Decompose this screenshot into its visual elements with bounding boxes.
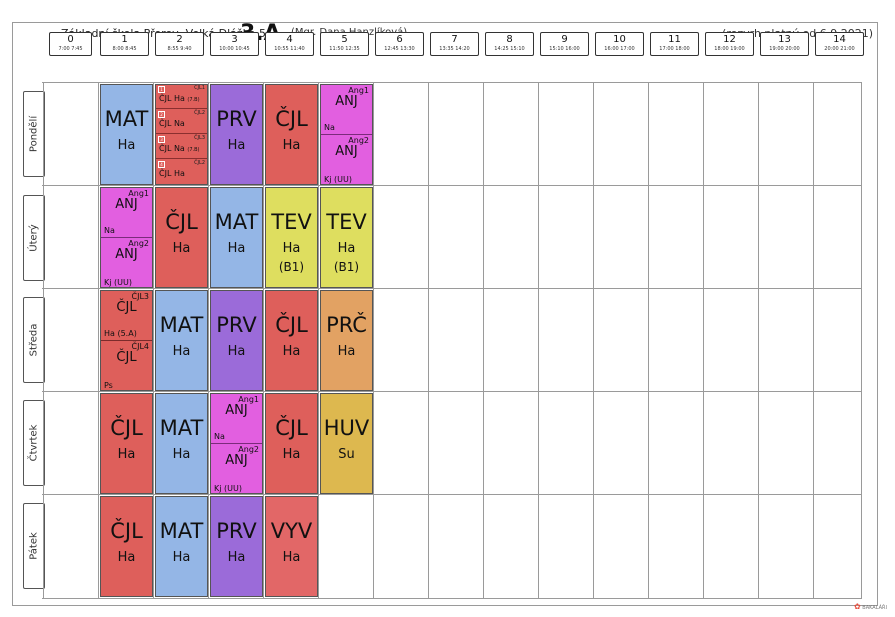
day-label-wednesday: Středa bbox=[23, 297, 45, 383]
period-header: 0 7:00 7:45 bbox=[49, 32, 92, 56]
teacher-label: Ha bbox=[172, 550, 191, 565]
period-header: 10 16:00 17:00 bbox=[595, 32, 644, 56]
subject-label: MAT bbox=[104, 107, 149, 131]
lesson-cell[interactable]: ČJL Ha bbox=[100, 393, 153, 494]
teacher-label: Su bbox=[338, 447, 355, 462]
period-header: 6 12:45 13:30 bbox=[375, 32, 424, 56]
subject-label: PRV bbox=[216, 519, 257, 543]
day-label-tuesday: Úterý bbox=[23, 195, 45, 281]
period-header: 9 15:10 16:00 bbox=[540, 32, 589, 56]
subject-label: VYV bbox=[270, 519, 313, 543]
day-label-friday: Pátek bbox=[23, 503, 45, 589]
teacher-label: Ha bbox=[227, 550, 246, 565]
lesson-subgroup[interactable]: ČJL3 ČJL Ha (5.A) bbox=[101, 291, 152, 341]
lesson-cell-split[interactable]: Ang1 ANJ Na Ang2 ANJ Kj (UU) bbox=[210, 393, 263, 494]
subject-label: MAT bbox=[159, 313, 204, 337]
lesson-subgroup[interactable]: 2 ČJL2 ČJL Na bbox=[156, 110, 207, 134]
lesson-cell[interactable]: MAT Ha bbox=[155, 496, 208, 597]
room-label: (B1) bbox=[333, 260, 360, 274]
subject-label: PRV bbox=[216, 313, 257, 337]
period-header: 4 10:55 11:40 bbox=[265, 32, 314, 56]
lesson-cell[interactable]: PRV Ha bbox=[210, 496, 263, 597]
day-label-monday: Pondělí bbox=[23, 91, 45, 177]
period-header: 13 19:00 20:00 bbox=[760, 32, 809, 56]
lesson-subgroup[interactable]: 1 ČJL1 ČJL Ha (7.B) bbox=[156, 85, 207, 109]
teacher-label: Ha bbox=[117, 550, 136, 565]
timetable-grid bbox=[42, 82, 862, 599]
period-header: 7 13:35 14:20 bbox=[430, 32, 479, 56]
period-header: 14 20:00 21:00 bbox=[815, 32, 864, 56]
lesson-cell[interactable]: ČJL Ha bbox=[155, 187, 208, 288]
subject-label: TEV bbox=[271, 210, 312, 234]
bakalari-logo: ✿ BAKALÁŘI bbox=[853, 602, 887, 611]
lesson-cell[interactable]: ČJL Ha bbox=[100, 496, 153, 597]
teacher-label: Ha bbox=[227, 241, 246, 256]
subject-label: ČJL bbox=[110, 519, 143, 543]
lesson-cell[interactable]: ČJL Ha bbox=[265, 290, 318, 391]
subject-label: ČJL bbox=[275, 416, 308, 440]
lesson-subgroup[interactable]: Ang2 ANJ Kj (UU) bbox=[104, 239, 149, 287]
teacher-label: Ha bbox=[227, 344, 246, 359]
lesson-subgroup[interactable]: Ang2 ANJ Kj (UU) bbox=[324, 136, 369, 184]
lesson-cell[interactable]: VYV Ha bbox=[265, 496, 318, 597]
lesson-cell-split[interactable]: 1 ČJL1 ČJL Ha (7.B) 2 ČJL2 ČJL Na 3 ČJL3 ČJ… bbox=[155, 84, 208, 185]
subject-label: PRČ bbox=[326, 313, 367, 337]
room-label: (B1) bbox=[278, 260, 305, 274]
lesson-cell[interactable]: HUV Su bbox=[320, 393, 373, 494]
subject-label: MAT bbox=[159, 519, 204, 543]
period-header: 1 8:00 8:45 bbox=[100, 32, 149, 56]
period-header: 12 18:00 19:00 bbox=[705, 32, 754, 56]
teacher-label: Ha bbox=[282, 447, 301, 462]
subject-label: ČJL bbox=[165, 210, 198, 234]
period-header: 8 14:25 15:10 bbox=[485, 32, 534, 56]
teacher-label: Ha bbox=[172, 344, 191, 359]
lesson-subgroup[interactable]: Ang1 ANJ Na bbox=[321, 85, 372, 135]
lesson-cell-split[interactable]: Ang1 ANJ Na Ang2 ANJ Kj (UU) bbox=[100, 187, 153, 288]
lesson-cell[interactable]: MAT Ha bbox=[210, 187, 263, 288]
teacher-label: Ha bbox=[337, 241, 356, 256]
lesson-cell[interactable]: ČJL Ha bbox=[265, 84, 318, 185]
subject-label: ČJL bbox=[110, 416, 143, 440]
subject-label: TEV bbox=[326, 210, 367, 234]
period-header: 3 10:00 10:45 bbox=[210, 32, 259, 56]
teacher-label: Ha bbox=[282, 241, 301, 256]
teacher-label: Ha bbox=[117, 138, 136, 153]
lesson-subgroup[interactable]: 3 ČJL3 ČJL Na (7.B) bbox=[156, 135, 207, 159]
teacher-label: Ha bbox=[172, 241, 191, 256]
subject-label: MAT bbox=[159, 416, 204, 440]
lesson-cell[interactable]: PRV Ha bbox=[210, 84, 263, 185]
period-header: 11 17:00 18:00 bbox=[650, 32, 699, 56]
lesson-cell[interactable]: MAT Ha bbox=[155, 290, 208, 391]
lesson-subgroup[interactable]: ČJL4 ČJL Ps bbox=[104, 342, 149, 390]
teacher-label: Ha bbox=[282, 550, 301, 565]
lesson-cell[interactable]: ČJL Ha bbox=[265, 393, 318, 494]
period-header: 5 11:50 12:35 bbox=[320, 32, 369, 56]
lesson-subgroup[interactable]: Ang1 ANJ Na bbox=[101, 188, 152, 238]
lesson-cell-split[interactable]: ČJL3 ČJL Ha (5.A) ČJL4 ČJL Ps bbox=[100, 290, 153, 391]
period-header: 2 8:55 9:40 bbox=[155, 32, 204, 56]
lesson-cell[interactable]: PRČ Ha bbox=[320, 290, 373, 391]
subject-label: HUV bbox=[323, 416, 370, 440]
teacher-label: Ha bbox=[282, 138, 301, 153]
teacher-label: Ha bbox=[172, 447, 191, 462]
teacher-label: Ha bbox=[227, 138, 246, 153]
day-label-thursday: Čtvrtek bbox=[23, 400, 45, 486]
subject-label: ČJL bbox=[275, 313, 308, 337]
lesson-cell[interactable]: PRV Ha bbox=[210, 290, 263, 391]
lesson-subgroup[interactable]: Ang1 ANJ Na bbox=[211, 394, 262, 444]
lesson-cell[interactable]: TEV Ha (B1) bbox=[320, 187, 373, 288]
lesson-cell[interactable]: MAT Ha bbox=[100, 84, 153, 185]
teacher-label: Ha bbox=[282, 344, 301, 359]
lesson-subgroup[interactable]: 4 ČJL2 ČJL Ha bbox=[158, 160, 205, 178]
subject-label: PRV bbox=[216, 107, 257, 131]
teacher-label: Ha bbox=[117, 447, 136, 462]
teacher-label: Ha bbox=[337, 344, 356, 359]
lesson-cell[interactable]: MAT Ha bbox=[155, 393, 208, 494]
subject-label: MAT bbox=[214, 210, 259, 234]
lesson-subgroup[interactable]: Ang2 ANJ Kj (UU) bbox=[214, 445, 259, 493]
subject-label: ČJL bbox=[275, 107, 308, 131]
lesson-cell-split[interactable]: Ang1 ANJ Na Ang2 ANJ Kj (UU) bbox=[320, 84, 373, 185]
lesson-cell[interactable]: TEV Ha (B1) bbox=[265, 187, 318, 288]
